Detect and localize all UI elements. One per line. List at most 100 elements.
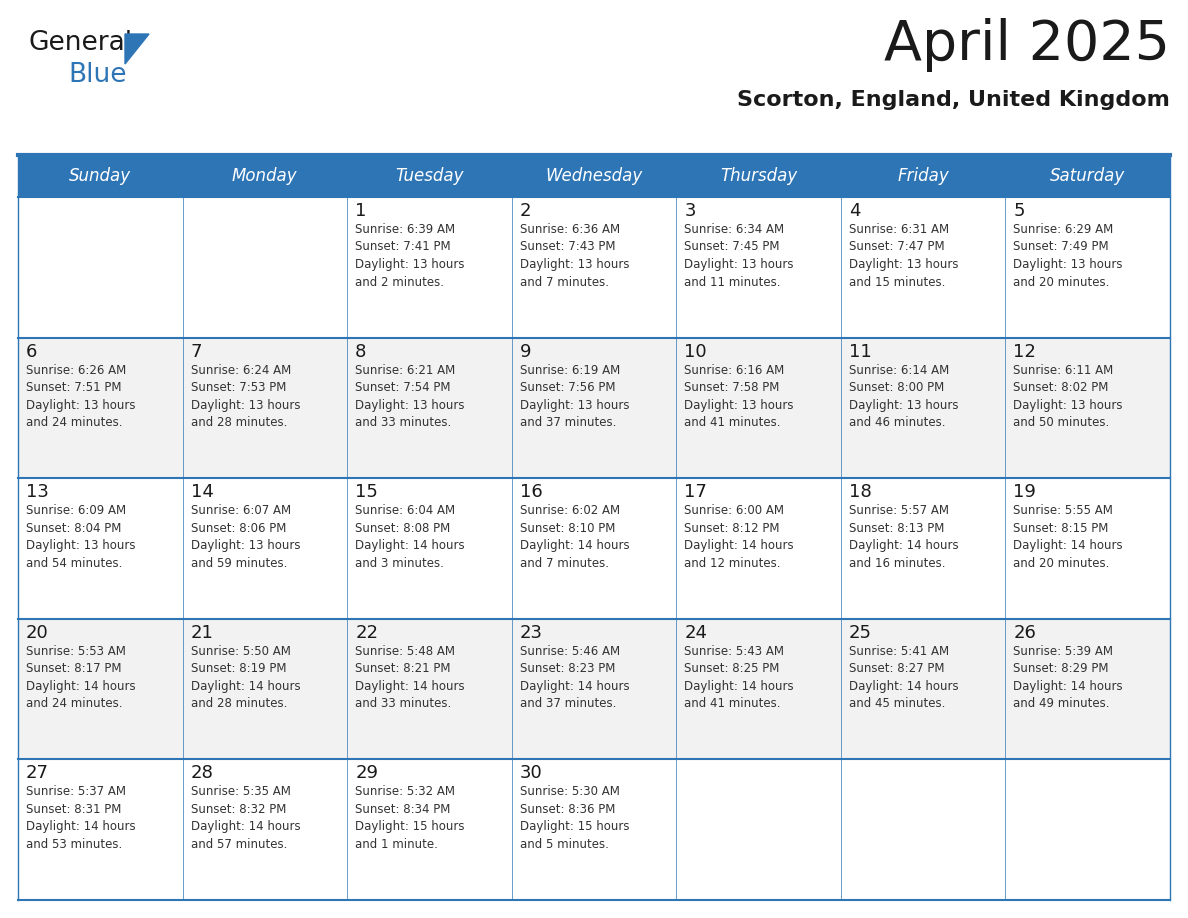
Text: Blue: Blue xyxy=(68,62,126,88)
Bar xyxy=(183,338,347,478)
Bar xyxy=(18,197,183,338)
Text: 6: 6 xyxy=(26,342,37,361)
Text: Sunrise: 6:24 AM
Sunset: 7:53 PM
Daylight: 13 hours
and 28 minutes.: Sunrise: 6:24 AM Sunset: 7:53 PM Dayligh… xyxy=(190,364,301,429)
Text: 5: 5 xyxy=(1013,202,1025,220)
Bar xyxy=(183,619,347,759)
Text: Wednesday: Wednesday xyxy=(545,167,643,185)
Text: Sunrise: 6:04 AM
Sunset: 8:08 PM
Daylight: 14 hours
and 3 minutes.: Sunrise: 6:04 AM Sunset: 8:08 PM Dayligh… xyxy=(355,504,465,570)
Text: General: General xyxy=(29,30,132,56)
Bar xyxy=(347,197,512,338)
Text: Sunrise: 5:30 AM
Sunset: 8:36 PM
Daylight: 15 hours
and 5 minutes.: Sunrise: 5:30 AM Sunset: 8:36 PM Dayligh… xyxy=(519,786,630,851)
Bar xyxy=(841,759,1005,900)
Text: 24: 24 xyxy=(684,624,707,642)
Text: Scorton, England, United Kingdom: Scorton, England, United Kingdom xyxy=(737,90,1170,110)
Text: Sunrise: 5:37 AM
Sunset: 8:31 PM
Daylight: 14 hours
and 53 minutes.: Sunrise: 5:37 AM Sunset: 8:31 PM Dayligh… xyxy=(26,786,135,851)
Text: April 2025: April 2025 xyxy=(884,18,1170,72)
Text: 8: 8 xyxy=(355,342,367,361)
Bar xyxy=(1005,338,1170,478)
Bar xyxy=(1005,478,1170,619)
Text: 17: 17 xyxy=(684,483,707,501)
Text: 16: 16 xyxy=(519,483,543,501)
Bar xyxy=(1005,759,1170,900)
Text: Sunrise: 6:09 AM
Sunset: 8:04 PM
Daylight: 13 hours
and 54 minutes.: Sunrise: 6:09 AM Sunset: 8:04 PM Dayligh… xyxy=(26,504,135,570)
Text: Sunrise: 6:14 AM
Sunset: 8:00 PM
Daylight: 13 hours
and 46 minutes.: Sunrise: 6:14 AM Sunset: 8:00 PM Dayligh… xyxy=(849,364,959,429)
Text: 26: 26 xyxy=(1013,624,1036,642)
Bar xyxy=(841,197,1005,338)
Text: Tuesday: Tuesday xyxy=(396,167,463,185)
Text: 30: 30 xyxy=(519,765,543,782)
Bar xyxy=(512,619,676,759)
Text: 15: 15 xyxy=(355,483,378,501)
Text: 14: 14 xyxy=(190,483,214,501)
Text: Sunrise: 5:50 AM
Sunset: 8:19 PM
Daylight: 14 hours
and 28 minutes.: Sunrise: 5:50 AM Sunset: 8:19 PM Dayligh… xyxy=(190,644,301,711)
Text: Sunrise: 6:02 AM
Sunset: 8:10 PM
Daylight: 14 hours
and 7 minutes.: Sunrise: 6:02 AM Sunset: 8:10 PM Dayligh… xyxy=(519,504,630,570)
Text: Sunrise: 5:55 AM
Sunset: 8:15 PM
Daylight: 14 hours
and 20 minutes.: Sunrise: 5:55 AM Sunset: 8:15 PM Dayligh… xyxy=(1013,504,1123,570)
Text: Sunrise: 5:46 AM
Sunset: 8:23 PM
Daylight: 14 hours
and 37 minutes.: Sunrise: 5:46 AM Sunset: 8:23 PM Dayligh… xyxy=(519,644,630,711)
Text: 13: 13 xyxy=(26,483,49,501)
Bar xyxy=(18,619,183,759)
Text: Saturday: Saturday xyxy=(1050,167,1125,185)
Bar xyxy=(841,338,1005,478)
Bar xyxy=(18,478,183,619)
Text: Sunrise: 5:41 AM
Sunset: 8:27 PM
Daylight: 14 hours
and 45 minutes.: Sunrise: 5:41 AM Sunset: 8:27 PM Dayligh… xyxy=(849,644,959,711)
Text: Sunrise: 6:26 AM
Sunset: 7:51 PM
Daylight: 13 hours
and 24 minutes.: Sunrise: 6:26 AM Sunset: 7:51 PM Dayligh… xyxy=(26,364,135,429)
Bar xyxy=(347,338,512,478)
Text: Sunrise: 5:35 AM
Sunset: 8:32 PM
Daylight: 14 hours
and 57 minutes.: Sunrise: 5:35 AM Sunset: 8:32 PM Dayligh… xyxy=(190,786,301,851)
Bar xyxy=(512,197,676,338)
Bar xyxy=(347,478,512,619)
Bar xyxy=(18,338,183,478)
Text: 3: 3 xyxy=(684,202,696,220)
Text: Sunrise: 6:19 AM
Sunset: 7:56 PM
Daylight: 13 hours
and 37 minutes.: Sunrise: 6:19 AM Sunset: 7:56 PM Dayligh… xyxy=(519,364,630,429)
Text: 21: 21 xyxy=(190,624,214,642)
Text: 23: 23 xyxy=(519,624,543,642)
Polygon shape xyxy=(125,34,148,64)
Bar xyxy=(18,759,183,900)
Bar xyxy=(841,478,1005,619)
Text: Sunrise: 6:11 AM
Sunset: 8:02 PM
Daylight: 13 hours
and 50 minutes.: Sunrise: 6:11 AM Sunset: 8:02 PM Dayligh… xyxy=(1013,364,1123,429)
Bar xyxy=(512,759,676,900)
Text: 11: 11 xyxy=(849,342,872,361)
Text: Sunrise: 6:00 AM
Sunset: 8:12 PM
Daylight: 14 hours
and 12 minutes.: Sunrise: 6:00 AM Sunset: 8:12 PM Dayligh… xyxy=(684,504,794,570)
Text: Sunrise: 6:31 AM
Sunset: 7:47 PM
Daylight: 13 hours
and 15 minutes.: Sunrise: 6:31 AM Sunset: 7:47 PM Dayligh… xyxy=(849,223,959,288)
Text: 25: 25 xyxy=(849,624,872,642)
Text: Sunrise: 5:32 AM
Sunset: 8:34 PM
Daylight: 15 hours
and 1 minute.: Sunrise: 5:32 AM Sunset: 8:34 PM Dayligh… xyxy=(355,786,465,851)
Bar xyxy=(512,478,676,619)
Bar xyxy=(676,338,841,478)
Text: Sunrise: 6:29 AM
Sunset: 7:49 PM
Daylight: 13 hours
and 20 minutes.: Sunrise: 6:29 AM Sunset: 7:49 PM Dayligh… xyxy=(1013,223,1123,288)
Text: 20: 20 xyxy=(26,624,49,642)
Bar xyxy=(1005,197,1170,338)
Text: Sunrise: 5:53 AM
Sunset: 8:17 PM
Daylight: 14 hours
and 24 minutes.: Sunrise: 5:53 AM Sunset: 8:17 PM Dayligh… xyxy=(26,644,135,711)
Text: 10: 10 xyxy=(684,342,707,361)
Text: 19: 19 xyxy=(1013,483,1036,501)
Bar xyxy=(183,478,347,619)
Text: Sunrise: 6:34 AM
Sunset: 7:45 PM
Daylight: 13 hours
and 11 minutes.: Sunrise: 6:34 AM Sunset: 7:45 PM Dayligh… xyxy=(684,223,794,288)
Text: 7: 7 xyxy=(190,342,202,361)
Bar xyxy=(183,197,347,338)
Text: Sunrise: 6:39 AM
Sunset: 7:41 PM
Daylight: 13 hours
and 2 minutes.: Sunrise: 6:39 AM Sunset: 7:41 PM Dayligh… xyxy=(355,223,465,288)
Text: Sunrise: 6:36 AM
Sunset: 7:43 PM
Daylight: 13 hours
and 7 minutes.: Sunrise: 6:36 AM Sunset: 7:43 PM Dayligh… xyxy=(519,223,630,288)
Bar xyxy=(841,619,1005,759)
Text: Monday: Monday xyxy=(232,167,298,185)
Text: Sunrise: 6:07 AM
Sunset: 8:06 PM
Daylight: 13 hours
and 59 minutes.: Sunrise: 6:07 AM Sunset: 8:06 PM Dayligh… xyxy=(190,504,301,570)
Text: Sunrise: 5:48 AM
Sunset: 8:21 PM
Daylight: 14 hours
and 33 minutes.: Sunrise: 5:48 AM Sunset: 8:21 PM Dayligh… xyxy=(355,644,465,711)
Bar xyxy=(676,619,841,759)
Text: 29: 29 xyxy=(355,765,378,782)
Bar xyxy=(676,478,841,619)
Text: 22: 22 xyxy=(355,624,378,642)
Bar xyxy=(1005,619,1170,759)
Bar xyxy=(347,619,512,759)
Text: 18: 18 xyxy=(849,483,872,501)
Text: Sunrise: 5:43 AM
Sunset: 8:25 PM
Daylight: 14 hours
and 41 minutes.: Sunrise: 5:43 AM Sunset: 8:25 PM Dayligh… xyxy=(684,644,794,711)
Bar xyxy=(676,197,841,338)
Text: Sunrise: 6:21 AM
Sunset: 7:54 PM
Daylight: 13 hours
and 33 minutes.: Sunrise: 6:21 AM Sunset: 7:54 PM Dayligh… xyxy=(355,364,465,429)
Text: 27: 27 xyxy=(26,765,49,782)
Bar xyxy=(676,759,841,900)
Text: 4: 4 xyxy=(849,202,860,220)
Bar xyxy=(347,759,512,900)
Text: 9: 9 xyxy=(519,342,531,361)
Text: Sunrise: 6:16 AM
Sunset: 7:58 PM
Daylight: 13 hours
and 41 minutes.: Sunrise: 6:16 AM Sunset: 7:58 PM Dayligh… xyxy=(684,364,794,429)
Bar xyxy=(512,338,676,478)
Text: Sunrise: 5:39 AM
Sunset: 8:29 PM
Daylight: 14 hours
and 49 minutes.: Sunrise: 5:39 AM Sunset: 8:29 PM Dayligh… xyxy=(1013,644,1123,711)
Text: 28: 28 xyxy=(190,765,214,782)
Text: Friday: Friday xyxy=(897,167,949,185)
